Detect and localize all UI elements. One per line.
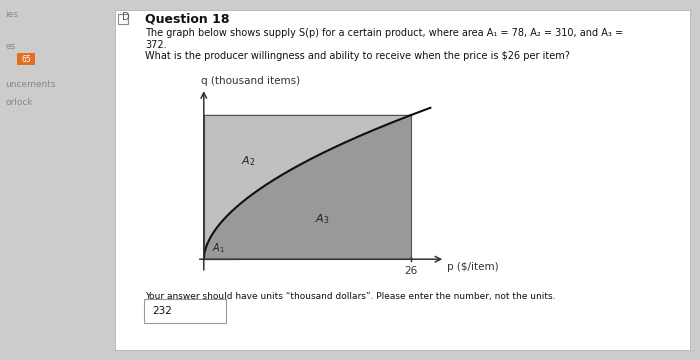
Text: $A_3$: $A_3$ — [315, 212, 329, 226]
FancyBboxPatch shape — [17, 53, 35, 65]
Text: 372.: 372. — [145, 40, 167, 50]
Text: q (thousand items): q (thousand items) — [201, 76, 300, 86]
Text: orlock: orlock — [5, 98, 33, 107]
Text: $A_2$: $A_2$ — [241, 154, 256, 168]
Text: Your answer should have units “thousand dollars”. Please enter the number, not t: Your answer should have units “thousand … — [145, 292, 556, 301]
Text: es: es — [5, 42, 15, 51]
Text: 232: 232 — [152, 306, 172, 316]
Text: uncements: uncements — [5, 80, 55, 89]
FancyBboxPatch shape — [118, 14, 128, 24]
Text: What is the producer willingness and ability to receive when the price is $26 pe: What is the producer willingness and abi… — [145, 51, 570, 61]
Text: D: D — [122, 12, 130, 22]
Polygon shape — [204, 115, 411, 259]
Text: ies: ies — [5, 10, 18, 19]
Text: The graph below shows supply S(p) for a certain product, where area A₁ = 78, A₂ : The graph below shows supply S(p) for a … — [145, 28, 623, 38]
Text: p ($/item): p ($/item) — [447, 262, 498, 272]
Text: Question 18: Question 18 — [145, 12, 230, 25]
Polygon shape — [204, 115, 411, 259]
FancyBboxPatch shape — [115, 10, 690, 350]
Text: 65: 65 — [21, 54, 31, 63]
Text: $A_1$: $A_1$ — [212, 241, 225, 255]
Polygon shape — [204, 237, 238, 259]
FancyBboxPatch shape — [0, 10, 115, 350]
FancyBboxPatch shape — [144, 299, 226, 323]
Text: 26: 26 — [404, 266, 417, 275]
